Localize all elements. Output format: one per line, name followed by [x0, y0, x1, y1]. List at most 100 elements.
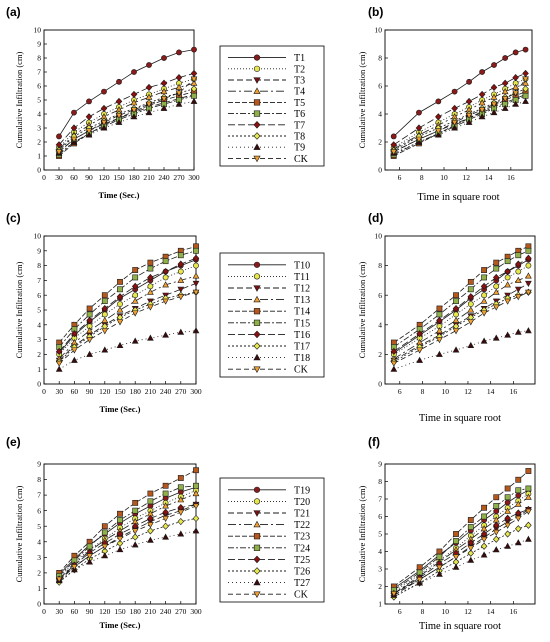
data-point-T7: [522, 69, 529, 77]
data-point-T7: [175, 74, 183, 82]
data-point-CK: [390, 590, 398, 598]
series-line-T25: [393, 509, 529, 594]
data-point-T16: [390, 347, 398, 356]
data-point-T18: [192, 327, 200, 334]
data-point-T16: [101, 304, 109, 313]
legend-marker-T1: [253, 54, 261, 61]
x-axis-label-b: Time in square root: [417, 192, 499, 203]
x-tick-label: 150: [113, 173, 125, 182]
data-point-T1: [522, 46, 529, 53]
data-point-CK: [160, 96, 168, 103]
data-point-T16: [147, 273, 154, 282]
legend-entry-T19: T19: [228, 485, 310, 496]
panel-label-d: (d): [368, 211, 383, 225]
series-line-CK: [58, 78, 195, 153]
data-point-T7: [115, 97, 123, 105]
data-point-T16: [467, 293, 475, 301]
data-point-T18: [390, 365, 398, 372]
series-line-T21: [58, 504, 197, 581]
data-point-T8: [522, 85, 529, 93]
data-point-T14: [132, 267, 139, 273]
legend-entry-T7: T7: [228, 120, 305, 131]
data-point-T9: [478, 113, 486, 120]
data-point-T15: [453, 298, 459, 305]
data-point-T13: [480, 297, 488, 304]
data-point-T23: [436, 548, 443, 555]
data-point-T11: [147, 283, 154, 290]
data-point-CK: [86, 553, 93, 560]
data-point-T15: [132, 274, 139, 281]
legend-entry-T5: T5: [228, 98, 305, 109]
legend-label-T3: T3: [294, 76, 305, 87]
data-point-T24: [117, 517, 123, 523]
series-line-T3: [393, 94, 526, 153]
data-point-T11: [101, 311, 108, 318]
series-line-T5: [393, 91, 526, 157]
y-tick-label: 2: [378, 138, 382, 147]
x-tick-label: 180: [128, 173, 140, 182]
data-point-T7: [85, 113, 93, 121]
y-tick-label: 6: [37, 82, 41, 91]
data-point-T15: [493, 265, 500, 272]
legend-label-T25: T25: [294, 555, 310, 566]
data-point-T1: [71, 109, 77, 116]
data-point-CK: [492, 529, 500, 536]
x-tick-label: 180: [130, 387, 142, 396]
data-point-T22: [504, 507, 511, 514]
x-tick-label: 300: [188, 173, 200, 182]
data-point-T24: [504, 494, 511, 501]
series-line-T16: [393, 257, 529, 352]
data-point-T1: [435, 98, 442, 105]
data-point-CK: [71, 347, 78, 354]
x-tick-label: 16: [510, 607, 518, 616]
legend-label-T24: T24: [294, 543, 310, 554]
series-line-T7: [58, 73, 195, 146]
data-point-T18: [55, 365, 63, 372]
series-T23: [390, 468, 532, 590]
data-point-T8: [190, 85, 198, 93]
data-point-T11: [515, 268, 522, 275]
series-T18: [55, 327, 200, 372]
legend-entry-T11: T11: [228, 272, 310, 283]
data-point-CK: [71, 564, 78, 571]
series-T17: [55, 288, 200, 366]
data-point-T9: [522, 97, 529, 104]
data-point-T9: [145, 108, 153, 116]
data-point-T7: [70, 124, 78, 132]
data-point-CK: [131, 310, 139, 317]
legend-entry-T20: T20: [228, 497, 310, 508]
data-point-T11: [117, 301, 123, 307]
series-T21: [390, 506, 532, 599]
data-point-T24: [162, 490, 169, 497]
data-point-CK: [416, 347, 424, 354]
data-point-CK: [525, 289, 532, 296]
data-point-T16: [55, 347, 63, 356]
legend-label-T26: T26: [294, 567, 310, 578]
data-point-T22: [192, 489, 200, 497]
data-point-T22: [162, 502, 169, 509]
data-point-T22: [177, 496, 185, 503]
data-point-T9: [160, 104, 168, 111]
legend-entry-T9: T9: [228, 143, 305, 154]
y-tick-label: 0: [37, 380, 41, 389]
series-line-T22: [393, 496, 529, 594]
y-tick-label: 6: [378, 291, 382, 300]
data-point-T16: [515, 260, 522, 268]
data-point-T9: [115, 118, 123, 125]
data-point-T9: [465, 118, 473, 125]
x-axis-label-f: Time in square root: [419, 621, 501, 632]
legend-label-T23: T23: [294, 532, 310, 543]
legend-marker-T21: [253, 510, 261, 517]
legend-label-T18: T18: [294, 353, 310, 364]
series-line-T15: [58, 250, 197, 348]
panel-label-e: (e): [6, 435, 21, 449]
data-point-T16: [162, 267, 169, 276]
x-tick-label: 90: [86, 387, 94, 396]
data-point-T13: [162, 281, 169, 288]
y-tick-label: 4: [37, 320, 41, 329]
y-tick-label: 10: [375, 26, 383, 35]
data-point-T26: [525, 521, 532, 529]
series-line-T15: [393, 250, 529, 348]
data-point-T24: [147, 498, 154, 505]
